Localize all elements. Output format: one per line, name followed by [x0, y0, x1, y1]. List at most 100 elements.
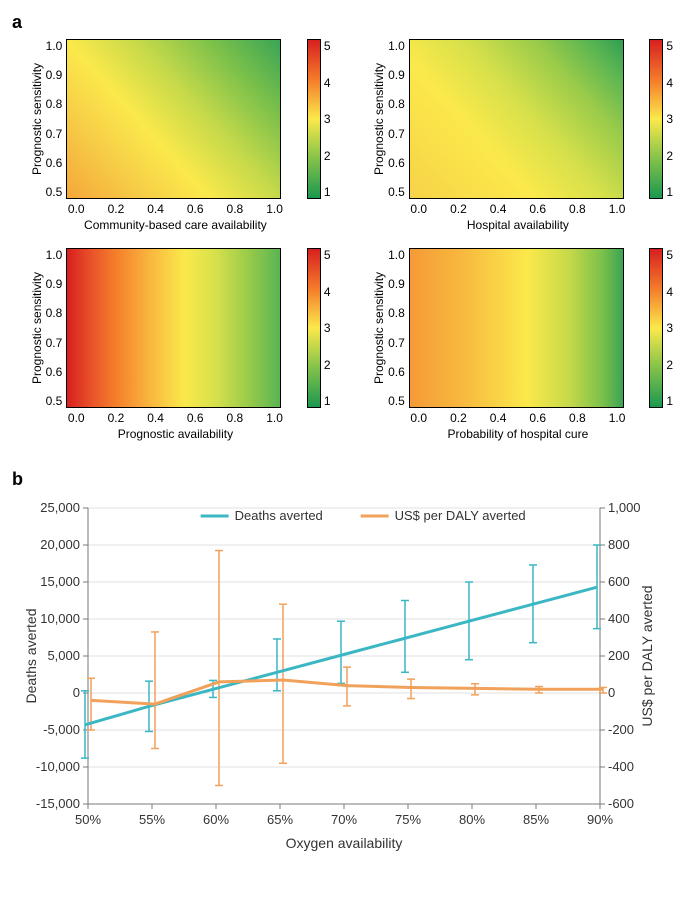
x-tick: 0.0	[68, 411, 85, 425]
colorbar	[307, 248, 321, 408]
y-tick: 1.0	[388, 39, 405, 53]
colorbar-tick: 5	[324, 39, 331, 53]
y-tick: 0.7	[46, 127, 63, 141]
heatmap-surface	[66, 39, 281, 199]
y1-axis-label: Deaths averted	[23, 609, 39, 704]
y-tick: 0.5	[46, 185, 63, 199]
x-tick: 1.0	[609, 202, 626, 216]
y-tick: 1.0	[46, 39, 63, 53]
y-tick: 0.7	[46, 336, 63, 350]
legend-daly: US$ per DALY averted	[395, 508, 526, 523]
x-tick: 0.6	[529, 202, 546, 216]
colorbar-tick: 4	[666, 76, 673, 90]
colorbar-tick: 4	[666, 285, 673, 299]
y2-tick-label: 0	[608, 685, 615, 700]
colorbar-tick: 5	[324, 248, 331, 262]
heatmap-2: Prognostic sensitivity1.00.90.80.70.60.5…	[12, 248, 331, 441]
y2-tick-label: -200	[608, 722, 634, 737]
y1-tick-label: -10,000	[36, 759, 80, 774]
y1-tick-label: -5,000	[43, 722, 80, 737]
x-tick: 0.6	[187, 411, 204, 425]
panel-a: a Prognostic sensitivity1.00.90.80.70.60…	[12, 12, 673, 441]
y-tick: 0.8	[388, 306, 405, 320]
colorbar-tick: 3	[324, 112, 331, 126]
colorbar-ticks: 54321	[666, 248, 673, 408]
panel-b-label: b	[12, 469, 673, 490]
x-tick-label: 50%	[75, 812, 101, 827]
legend-deaths: Deaths averted	[235, 508, 323, 523]
colorbar-tick: 4	[324, 76, 331, 90]
y2-tick-label: 200	[608, 648, 630, 663]
x-tick: 0.8	[569, 411, 586, 425]
x-tick: 0.6	[187, 202, 204, 216]
line-chart: -15,000 -10,000 -5,000 0 5,000 10,000 15,000 20…	[20, 496, 660, 856]
x-tick: 0.2	[450, 411, 467, 425]
x-tick: 0.4	[490, 202, 507, 216]
y-tick: 0.9	[46, 277, 63, 291]
y-tick: 1.0	[46, 248, 63, 262]
heatmap-surface	[409, 39, 624, 199]
colorbar-tick: 1	[324, 394, 331, 408]
heatmap-y-label: Prognostic sensitivity	[372, 39, 386, 199]
colorbar-ticks: 54321	[324, 39, 331, 199]
y2-tick-label: 400	[608, 611, 630, 626]
y-tick: 0.9	[388, 68, 405, 82]
colorbar-tick: 2	[666, 149, 673, 163]
x-tick: 0.4	[147, 202, 164, 216]
x-tick-label: 80%	[459, 812, 485, 827]
heatmap-y-label: Prognostic sensitivity	[372, 248, 386, 408]
x-tick-label: 60%	[203, 812, 229, 827]
y1-tick-label: -15,000	[36, 796, 80, 811]
y2-tick-label: -600	[608, 796, 634, 811]
y1-tick-label: 15,000	[40, 574, 80, 589]
y-tick: 0.9	[46, 68, 63, 82]
colorbar-tick: 3	[324, 321, 331, 335]
x-label: Prognostic availability	[118, 427, 233, 441]
x-tick: 0.2	[450, 202, 467, 216]
y-tick: 0.7	[388, 336, 405, 350]
y1-tick-label: 10,000	[40, 611, 80, 626]
colorbar-ticks: 54321	[666, 39, 673, 199]
colorbar-tick: 5	[666, 39, 673, 53]
colorbar-tick: 2	[324, 149, 331, 163]
panel-b: b -15,000 -10,000 -5,000 0 5,000 10,000 15,000…	[12, 469, 673, 856]
y1-tick-label: 20,000	[40, 537, 80, 552]
heatmap-y-label: Prognostic sensitivity	[30, 248, 44, 408]
y-axis: 1.0 0.9 0.8 0.7 0.6 0.5	[46, 39, 67, 199]
x-tick: 0.8	[227, 202, 244, 216]
heatmap-1: Prognostic sensitivity1.00.90.80.70.60.5…	[355, 39, 674, 232]
x-axis: 0.00.20.40.60.81.0	[68, 199, 283, 216]
x-label: Community-based care availability	[84, 218, 267, 232]
y2-tick-label: -400	[608, 759, 634, 774]
y1-tick-label: 5,000	[47, 648, 80, 663]
x-label: Hospital availability	[467, 218, 569, 232]
colorbar-tick: 1	[666, 394, 673, 408]
y-tick: 0.8	[46, 97, 63, 111]
x-tick: 0.0	[410, 411, 427, 425]
x-label: Probability of hospital cure	[448, 427, 589, 441]
heatmap-surface	[66, 248, 281, 408]
y-tick: 0.7	[388, 127, 405, 141]
colorbar-tick: 4	[324, 285, 331, 299]
x-tick: 0.2	[108, 202, 125, 216]
heatmap-grid: Prognostic sensitivity1.00.90.80.70.60.5…	[12, 39, 673, 441]
x-tick: 1.0	[266, 411, 283, 425]
colorbar-tick: 2	[666, 358, 673, 372]
y2-tick-label: 1,000	[608, 500, 641, 515]
x-tick: 0.4	[147, 411, 164, 425]
x-tick: 0.8	[227, 411, 244, 425]
x-tick: 0.6	[529, 411, 546, 425]
x-tick-label: 55%	[139, 812, 165, 827]
y2-axis-label: US$ per DALY averted	[639, 585, 655, 726]
y-tick: 0.5	[388, 394, 405, 408]
x-tick: 0.4	[490, 411, 507, 425]
x-tick-label: 65%	[267, 812, 293, 827]
colorbar-tick: 1	[666, 185, 673, 199]
x-tick: 0.0	[410, 202, 427, 216]
x-tick-label: 70%	[331, 812, 357, 827]
x-tick: 0.2	[108, 411, 125, 425]
y-axis: 1.00.90.80.70.60.5	[388, 39, 409, 199]
y-tick: 0.8	[388, 97, 405, 111]
heatmap-0: Prognostic sensitivity1.00.90.80.70.60.5…	[12, 39, 331, 232]
y-tick: 0.6	[46, 156, 63, 170]
